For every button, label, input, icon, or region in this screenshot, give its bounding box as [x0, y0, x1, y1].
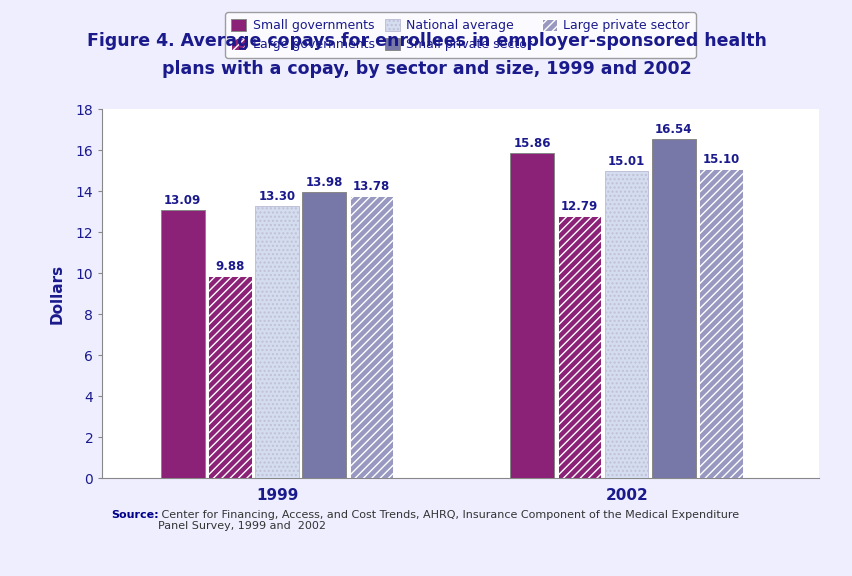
- Bar: [557, 216, 601, 478]
- Bar: [302, 192, 346, 478]
- Text: 13.09: 13.09: [164, 194, 201, 207]
- Text: 13.78: 13.78: [353, 180, 389, 193]
- Bar: [604, 170, 648, 478]
- Legend: Small governments, Large governments, National average, Small private sector, La: Small governments, Large governments, Na…: [225, 13, 695, 58]
- Text: 16.54: 16.54: [654, 123, 692, 137]
- Text: plans with a copay, by sector and size, 1999 and 2002: plans with a copay, by sector and size, …: [161, 60, 691, 78]
- Bar: [208, 276, 251, 478]
- Bar: [349, 196, 393, 478]
- Y-axis label: Dollars: Dollars: [49, 264, 65, 324]
- Text: 9.88: 9.88: [215, 260, 245, 272]
- Text: Source:: Source:: [111, 510, 158, 520]
- Text: 15.86: 15.86: [513, 137, 550, 150]
- Text: Figure 4. Average copays for enrollees in employer-sponsored health: Figure 4. Average copays for enrollees i…: [86, 32, 766, 50]
- Text: 13.30: 13.30: [258, 190, 296, 203]
- Bar: [161, 210, 204, 478]
- Text: 12.79: 12.79: [560, 200, 597, 213]
- Text: 13.98: 13.98: [305, 176, 343, 189]
- Bar: [651, 139, 695, 478]
- Bar: [255, 206, 298, 478]
- Bar: [509, 153, 554, 478]
- Text: Center for Financing, Access, and Cost Trends, AHRQ, Insurance Component of the : Center for Financing, Access, and Cost T…: [158, 510, 738, 531]
- Text: 15.01: 15.01: [607, 154, 644, 168]
- Text: 15.10: 15.10: [701, 153, 739, 166]
- Bar: [699, 169, 742, 478]
